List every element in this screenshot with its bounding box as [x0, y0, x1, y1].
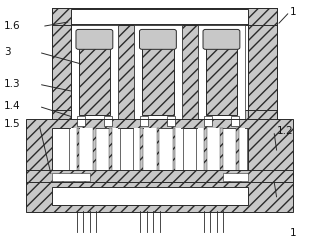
- Bar: [78, 45, 110, 115]
- Bar: [51, 8, 277, 25]
- Text: 1: 1: [290, 228, 296, 238]
- Bar: [204, 128, 206, 173]
- Bar: [236, 128, 239, 173]
- Bar: [70, 9, 249, 25]
- Bar: [197, 128, 204, 173]
- Bar: [175, 128, 182, 173]
- Bar: [26, 119, 293, 183]
- Bar: [104, 116, 112, 126]
- Bar: [51, 187, 249, 205]
- Bar: [51, 128, 249, 173]
- Bar: [69, 128, 120, 173]
- FancyBboxPatch shape: [139, 29, 176, 49]
- Text: 1.6: 1.6: [4, 21, 20, 31]
- Bar: [204, 116, 212, 126]
- Bar: [140, 116, 148, 126]
- Bar: [132, 128, 183, 173]
- Text: 1.3: 1.3: [4, 79, 20, 89]
- Bar: [196, 128, 247, 173]
- Text: 1: 1: [290, 7, 296, 17]
- Bar: [197, 25, 245, 119]
- Bar: [167, 116, 175, 126]
- Bar: [134, 128, 140, 173]
- Bar: [77, 116, 85, 126]
- Bar: [77, 128, 79, 173]
- Text: 1.4: 1.4: [4, 101, 20, 111]
- Bar: [182, 25, 197, 119]
- Text: 3: 3: [4, 47, 11, 57]
- Bar: [70, 25, 118, 119]
- Bar: [239, 128, 245, 173]
- Bar: [51, 110, 277, 124]
- Bar: [173, 128, 175, 173]
- Bar: [157, 128, 159, 173]
- Bar: [223, 173, 249, 181]
- Bar: [51, 8, 70, 119]
- Bar: [144, 128, 158, 173]
- FancyBboxPatch shape: [76, 29, 113, 49]
- Bar: [205, 45, 237, 115]
- Bar: [220, 128, 223, 173]
- Bar: [134, 25, 182, 119]
- Bar: [93, 128, 96, 173]
- Bar: [51, 173, 90, 181]
- Text: 1.5: 1.5: [4, 119, 20, 128]
- Bar: [80, 128, 94, 173]
- Bar: [112, 128, 118, 173]
- Bar: [231, 116, 239, 126]
- Bar: [118, 25, 134, 119]
- Bar: [26, 180, 293, 212]
- Text: 1.2: 1.2: [277, 126, 294, 136]
- Bar: [140, 128, 143, 173]
- Bar: [249, 8, 277, 119]
- Bar: [26, 170, 293, 183]
- Bar: [109, 128, 112, 173]
- Bar: [207, 128, 221, 173]
- Bar: [70, 25, 249, 119]
- Text: 1.1: 1.1: [277, 175, 294, 185]
- Bar: [142, 45, 174, 115]
- Bar: [70, 128, 77, 173]
- FancyBboxPatch shape: [203, 29, 240, 49]
